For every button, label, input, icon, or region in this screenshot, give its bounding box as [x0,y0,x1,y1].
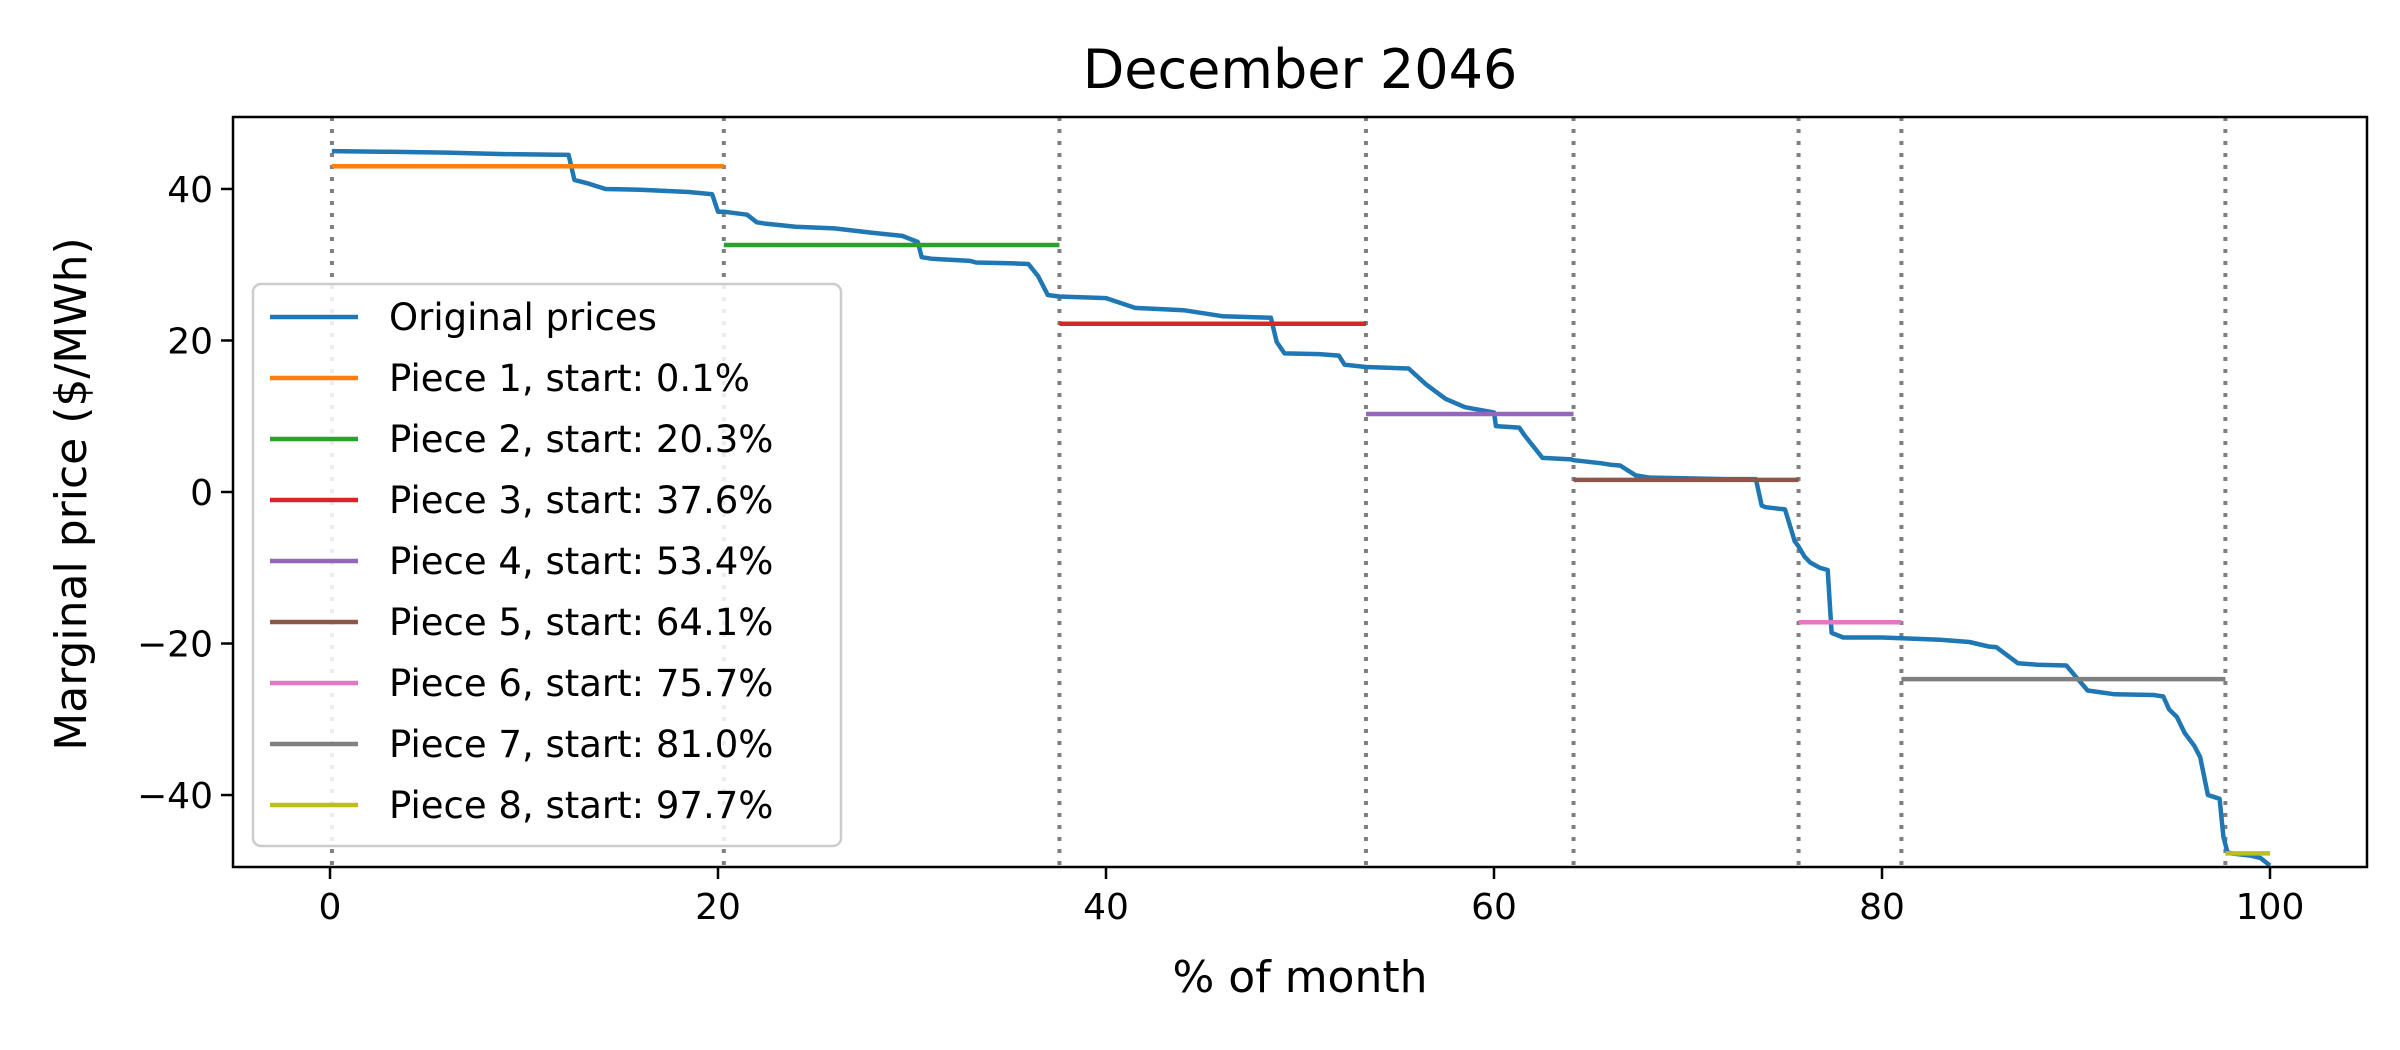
legend-label: Piece 2, start: 20.3% [389,418,773,461]
legend-box [251,282,843,848]
x-tick-label: 0 [319,887,342,928]
y-tick-label: 20 [167,321,213,362]
x-tick-label: 80 [1859,887,1905,928]
legend-item: Piece 4, start: 53.4% [270,540,773,583]
y-tick-label: −40 [137,776,213,817]
legend-item: Piece 2, start: 20.3% [270,418,773,461]
legend-item: Piece 8, start: 97.7% [270,784,773,827]
legend-label: Original prices [389,296,657,339]
y-axis-ticks: −40 −20 0 20 40 [137,170,233,817]
legend-item: Piece 1, start: 0.1% [270,357,750,400]
y-tick-label: −20 [137,625,213,666]
legend-label: Piece 6, start: 75.7% [389,662,773,705]
legend-label: Piece 5, start: 64.1% [389,601,773,644]
plot-content [329,117,2272,867]
x-axis-label: % of month [1173,952,1428,1003]
chart-title: December 2046 [1083,38,1518,101]
legend-item: Piece 5, start: 64.1% [270,601,773,644]
legend-label: Piece 8, start: 97.7% [389,784,773,827]
y-tick-label: 40 [167,170,213,211]
legend-item: Piece 6, start: 75.7% [270,662,773,705]
y-tick-label: 0 [190,473,213,514]
legend: Original prices Piece 1, start: 0.1% Piece… [251,282,843,848]
legend-item: Original prices [270,296,657,339]
y-axis-label: Marginal price ($/MWh) [46,237,97,750]
legend-label: Piece 4, start: 53.4% [389,540,773,583]
series-original-prices-line [331,148,2272,867]
legend-item: Piece 7, start: 81.0% [270,723,773,766]
legend-label: Piece 7, start: 81.0% [389,723,773,766]
x-axis-ticks: 0 20 40 60 80 100 [319,867,2305,928]
x-tick-label: 60 [1471,887,1517,928]
legend-label: Piece 1, start: 0.1% [389,357,750,400]
legend-label: Piece 3, start: 37.6% [389,479,773,522]
x-tick-label: 40 [1083,887,1129,928]
x-tick-label: 20 [695,887,741,928]
x-tick-label: 100 [2236,887,2305,928]
legend-item: Piece 3, start: 37.6% [270,479,773,522]
